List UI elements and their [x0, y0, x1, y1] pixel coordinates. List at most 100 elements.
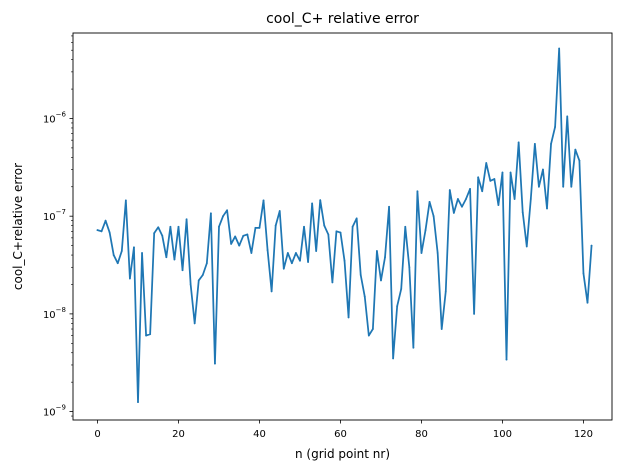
y-tick-label-base: 10: [43, 114, 56, 125]
data-point: [489, 179, 492, 182]
data-point: [452, 212, 455, 214]
data-point: [444, 290, 447, 293]
data-point: [461, 205, 463, 208]
data-point: [473, 312, 476, 315]
x-tick-label: 40: [253, 429, 266, 440]
data-point: [481, 190, 484, 193]
data-point: [218, 225, 220, 228]
data-point: [169, 225, 172, 228]
x-tick-label: 60: [334, 429, 347, 440]
data-point: [550, 142, 552, 145]
data-point: [222, 215, 224, 218]
data-point: [570, 185, 573, 188]
y-tick-label-exponent: −7: [56, 208, 66, 216]
data-point: [404, 225, 407, 228]
data-point: [440, 328, 443, 330]
y-tick-label-base: 10: [43, 408, 56, 419]
data-point: [493, 178, 496, 180]
data-point: [266, 249, 269, 251]
data-point: [189, 283, 192, 286]
data-point: [359, 274, 362, 276]
data-point: [274, 224, 277, 227]
data-point: [392, 357, 395, 360]
data-point: [226, 209, 228, 212]
data-point: [133, 246, 135, 249]
data-point: [485, 162, 488, 164]
data-point: [120, 250, 123, 252]
data-point: [586, 301, 589, 304]
data-point: [416, 190, 419, 193]
data-point: [112, 254, 115, 256]
data-point: [497, 204, 500, 206]
data-point: [286, 252, 289, 254]
data-point: [408, 266, 411, 269]
data-point: [153, 232, 156, 235]
data-point: [238, 244, 241, 247]
data-point: [558, 47, 561, 50]
plot-area: [73, 33, 612, 420]
data-point: [141, 252, 143, 254]
data-point: [185, 218, 188, 221]
y-tick-label: 10−8: [43, 306, 66, 321]
data-point: [566, 115, 569, 118]
x-tick-label: 100: [493, 429, 512, 440]
data-point: [448, 189, 451, 191]
data-point: [197, 279, 200, 282]
data-point: [529, 198, 532, 200]
data-point: [205, 262, 208, 265]
data-point: [546, 207, 548, 210]
x-tick-label: 20: [172, 429, 185, 440]
plot-frame: [72, 32, 613, 421]
data-point: [554, 126, 557, 128]
data-point: [339, 231, 342, 234]
data-point: [96, 229, 99, 232]
data-point: [104, 219, 107, 222]
data-point: [388, 205, 390, 208]
data-point: [412, 346, 415, 349]
data-point: [262, 199, 265, 202]
data-point: [517, 141, 520, 144]
x-tick-label: 80: [415, 429, 428, 440]
series-points: [96, 47, 593, 404]
data-point: [538, 185, 540, 188]
data-point: [270, 290, 273, 293]
y-tick-label-exponent: −9: [56, 404, 66, 412]
data-point: [355, 217, 358, 220]
data-point: [137, 401, 139, 404]
data-point: [513, 198, 516, 200]
data-point: [509, 171, 512, 174]
data-point: [335, 230, 338, 233]
data-point: [242, 234, 245, 237]
data-point: [323, 224, 326, 227]
data-point: [230, 243, 233, 245]
data-point: [157, 226, 160, 229]
data-point: [432, 215, 435, 218]
x-tick-label: 120: [574, 429, 593, 440]
data-point: [574, 148, 577, 151]
data-point: [380, 279, 382, 282]
data-point: [533, 142, 536, 145]
data-point: [562, 185, 565, 188]
data-point: [343, 259, 346, 262]
data-point: [128, 277, 131, 280]
data-point: [250, 252, 253, 254]
y-tick-label-exponent: −6: [56, 110, 67, 118]
y-tick-label-exponent: −8: [56, 306, 66, 314]
data-point: [457, 198, 459, 200]
data-point: [542, 168, 544, 171]
data-point: [424, 229, 427, 232]
data-point: [145, 334, 147, 337]
data-point: [465, 198, 467, 200]
data-point: [246, 233, 249, 236]
y-axis-label: cool_C+relative error: [11, 163, 25, 290]
data-point: [590, 244, 593, 247]
data-point: [396, 305, 399, 308]
data-point: [521, 211, 524, 214]
data-point: [124, 199, 127, 202]
data-point: [108, 231, 111, 234]
data-point: [371, 328, 374, 330]
y-axis-ticks: 10−910−810−710−6: [43, 110, 73, 419]
data-point: [319, 199, 322, 202]
data-point: [282, 267, 285, 270]
